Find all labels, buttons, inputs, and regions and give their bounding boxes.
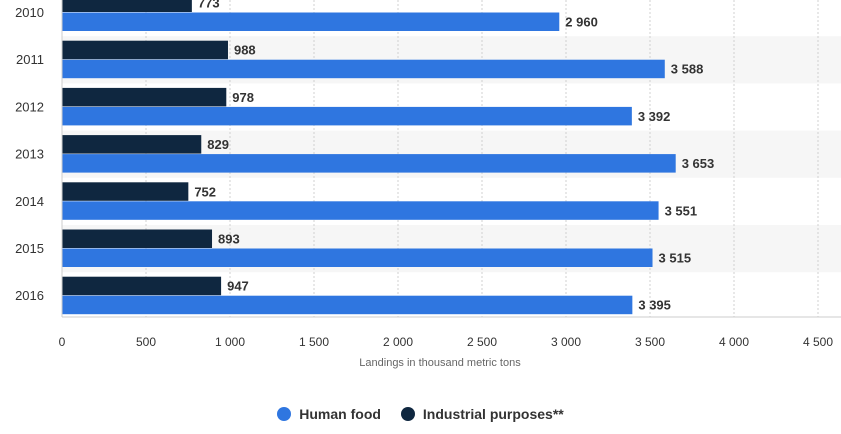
data-label: 988 (234, 43, 256, 58)
x-axis-label: Landings in thousand metric tons (359, 357, 521, 369)
bar[interactable] (62, 106, 632, 126)
x-tick-label: 1 000 (215, 335, 245, 349)
x-axis: 0 500 1 000 1 500 2 000 2 500 3 000 3 500 4 000 4… (59, 0, 841, 349)
y-tick-label: 2014 (15, 194, 44, 209)
y-tick-label: 2013 (15, 147, 44, 162)
data-label: 978 (232, 90, 254, 105)
legend-item-human-food[interactable]: Human food (277, 406, 381, 422)
bar[interactable] (62, 87, 227, 107)
x-tick-label: 0 (59, 335, 66, 349)
x-tick-label: 4 000 (719, 335, 749, 349)
y-tick-label: 2015 (15, 241, 44, 256)
y-tick-label: 2016 (15, 288, 44, 303)
y-tick-label: 2011 (16, 52, 44, 67)
x-tick-label: 1 500 (299, 335, 329, 349)
x-tick-label: 2 500 (467, 335, 497, 349)
legend: Human food Industrial purposes** (0, 400, 841, 428)
legend-label-industrial-purposes: Industrial purposes** (422, 406, 564, 422)
bar[interactable] (62, 182, 189, 201)
bar-chart: 773 2 960 988 3 588 978 3 392 829 3 653 752 3 551… (15, 0, 841, 369)
data-label: 3 653 (682, 156, 715, 171)
bar[interactable] (62, 12, 560, 32)
data-label: 2 960 (565, 15, 598, 30)
bar[interactable] (62, 40, 228, 60)
legend-marker-human-food-icon (277, 407, 292, 421)
x-tick-label: 2 000 (383, 335, 413, 349)
data-label: 893 (218, 232, 240, 247)
bars (62, 0, 676, 315)
legend-label-human-food: Human food (299, 406, 381, 422)
bar[interactable] (62, 295, 633, 315)
data-label: 773 (198, 0, 220, 11)
legend-marker-industrial-purposes-icon (400, 407, 415, 421)
bar[interactable] (62, 59, 665, 79)
y-tick-label: 2010 (15, 5, 44, 20)
bar[interactable] (62, 276, 222, 296)
y-axis-tick-labels: 2010 2011 2012 2013 2014 2015 2016 (15, 5, 44, 303)
y-tick-label: 2012 (15, 99, 44, 114)
bar[interactable] (62, 135, 202, 154)
data-label: 3 588 (671, 62, 704, 77)
bar[interactable] (62, 0, 192, 12)
bar[interactable] (62, 154, 676, 173)
data-label: 3 392 (638, 109, 671, 124)
data-labels: 773 2 960 988 3 588 978 3 392 829 3 653 752 3 551… (194, 0, 714, 313)
data-label: 829 (207, 137, 229, 152)
data-label: 947 (227, 279, 249, 294)
bar[interactable] (62, 229, 213, 249)
x-tick-label: 3 500 (635, 335, 665, 349)
x-tick-label: 4 500 (803, 335, 833, 349)
data-label: 3 551 (665, 203, 698, 218)
bar[interactable] (62, 201, 659, 220)
bar[interactable] (62, 248, 653, 268)
legend-item-industrial-purposes[interactable]: Industrial purposes** (400, 406, 564, 422)
x-tick-label: 500 (136, 335, 156, 349)
data-label: 3 515 (659, 251, 692, 266)
data-label: 3 395 (638, 298, 671, 313)
x-tick-label: 3 000 (551, 335, 581, 349)
data-label: 752 (194, 184, 216, 199)
